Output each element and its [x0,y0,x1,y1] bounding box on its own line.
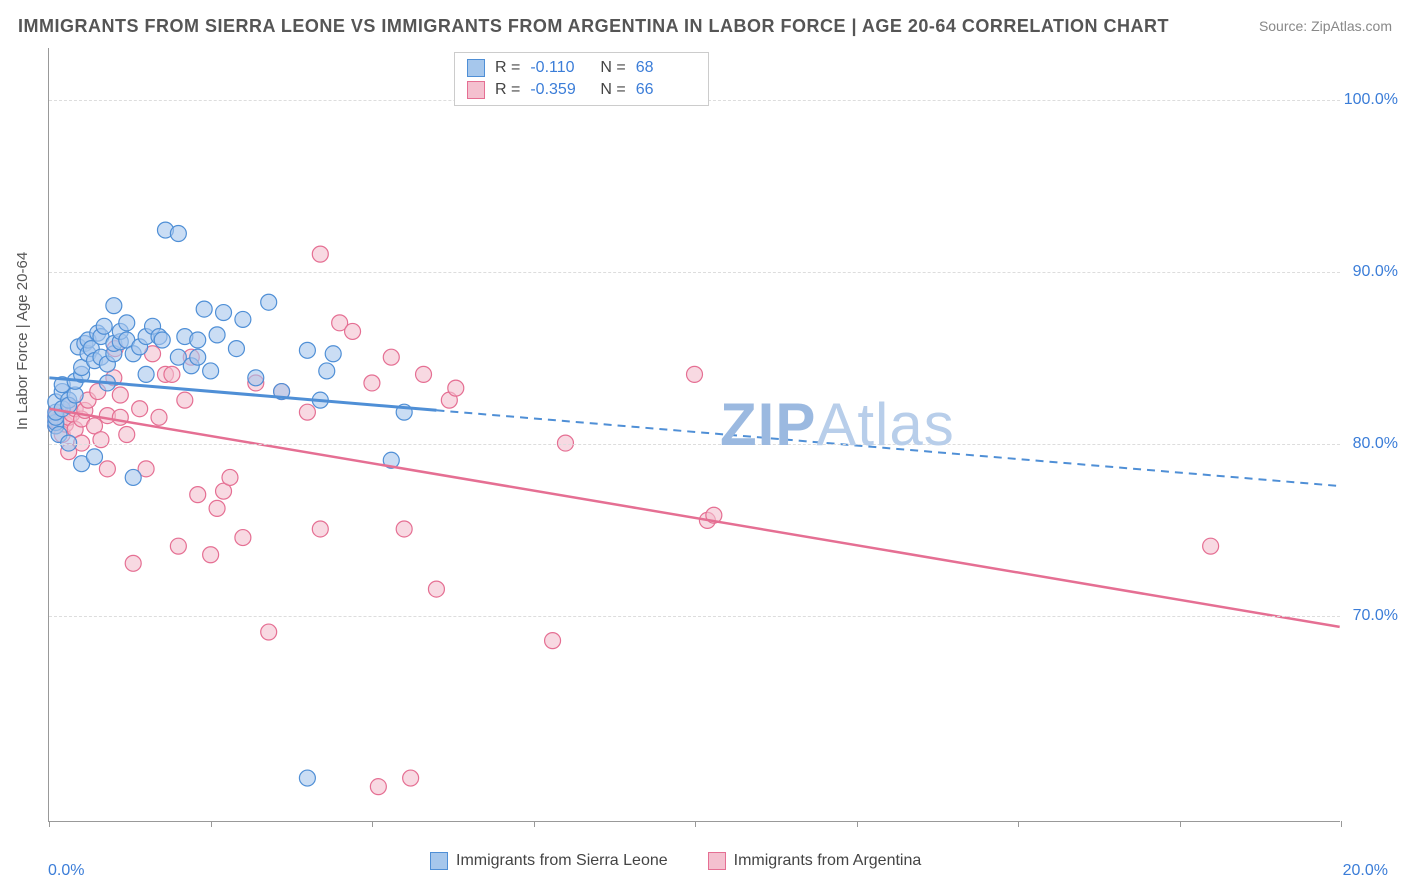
data-point [261,294,277,310]
data-point [687,366,703,382]
watermark-zip: ZIP [720,391,816,458]
data-point [261,624,277,640]
x-label-min: 0.0% [48,862,84,880]
source-label: Source: ZipAtlas.com [1259,18,1392,34]
data-point [170,538,186,554]
regression-line [49,409,1339,627]
data-point [403,770,419,786]
data-point [106,298,122,314]
data-point [151,409,167,425]
data-point [235,530,251,546]
n-label: N = [600,59,625,77]
n-value-argentina: 66 [636,81,696,99]
legend-correlation: R = -0.110 N = 68 R = -0.359 N = 66 [454,52,709,106]
data-point [428,581,444,597]
y-tick-label: 90.0% [1353,263,1398,281]
watermark-atlas: Atlas [816,391,954,458]
data-point [190,349,206,365]
data-point [299,342,315,358]
data-point [154,332,170,348]
chart-svg [49,48,1340,821]
data-point [545,633,561,649]
data-point [248,370,264,386]
series-label-argentina: Immigrants from Argentina [734,852,922,870]
data-point [190,487,206,503]
data-point [383,349,399,365]
data-point [96,318,112,334]
legend-row-sierra: R = -0.110 N = 68 [467,57,696,79]
y-tick-label: 70.0% [1353,607,1398,625]
data-point [203,547,219,563]
legend-row-argentina: R = -0.359 N = 66 [467,79,696,101]
data-point [319,363,335,379]
data-point [235,311,251,327]
data-point [190,332,206,348]
data-point [209,327,225,343]
data-point [299,770,315,786]
data-point [125,469,141,485]
n-label: N = [600,81,625,99]
plot-area [48,48,1340,822]
legend-item-argentina: Immigrants from Argentina [708,852,922,870]
r-label: R = [495,81,520,99]
data-point [177,392,193,408]
data-point [312,246,328,262]
data-point [170,226,186,242]
data-point [125,555,141,571]
y-tick-label: 80.0% [1353,435,1398,453]
data-point [216,305,232,321]
watermark: ZIPAtlas [720,390,955,459]
data-point [222,469,238,485]
data-point [228,341,244,357]
data-point [312,521,328,537]
data-point [299,404,315,420]
data-point [325,346,341,362]
r-value-argentina: -0.359 [530,81,590,99]
legend-swatch-argentina-b [708,852,726,870]
data-point [119,315,135,331]
y-axis-title: In Labor Force | Age 20-64 [14,252,31,430]
data-point [119,427,135,443]
legend-swatch-sierra [467,59,485,77]
data-point [370,779,386,795]
data-point [1203,538,1219,554]
legend-item-sierra: Immigrants from Sierra Leone [430,852,668,870]
chart-container: IMMIGRANTS FROM SIERRA LEONE VS IMMIGRAN… [0,0,1406,892]
y-tick-label: 100.0% [1344,91,1398,109]
data-point [132,401,148,417]
r-value-sierra: -0.110 [530,59,590,77]
chart-title: IMMIGRANTS FROM SIERRA LEONE VS IMMIGRAN… [18,16,1169,37]
n-value-sierra: 68 [636,59,696,77]
legend-swatch-argentina [467,81,485,99]
x-label-max: 20.0% [1343,862,1388,880]
data-point [364,375,380,391]
data-point [203,363,219,379]
data-point [196,301,212,317]
data-point [209,500,225,516]
data-point [416,366,432,382]
legend-swatch-sierra-b [430,852,448,870]
data-point [112,387,128,403]
legend-series: Immigrants from Sierra Leone Immigrants … [430,852,921,870]
data-point [99,461,115,477]
data-point [93,432,109,448]
data-point [345,323,361,339]
data-point [87,449,103,465]
series-label-sierra: Immigrants from Sierra Leone [456,852,668,870]
data-point [448,380,464,396]
data-point [396,521,412,537]
r-label: R = [495,59,520,77]
data-point [138,366,154,382]
data-point [164,366,180,382]
